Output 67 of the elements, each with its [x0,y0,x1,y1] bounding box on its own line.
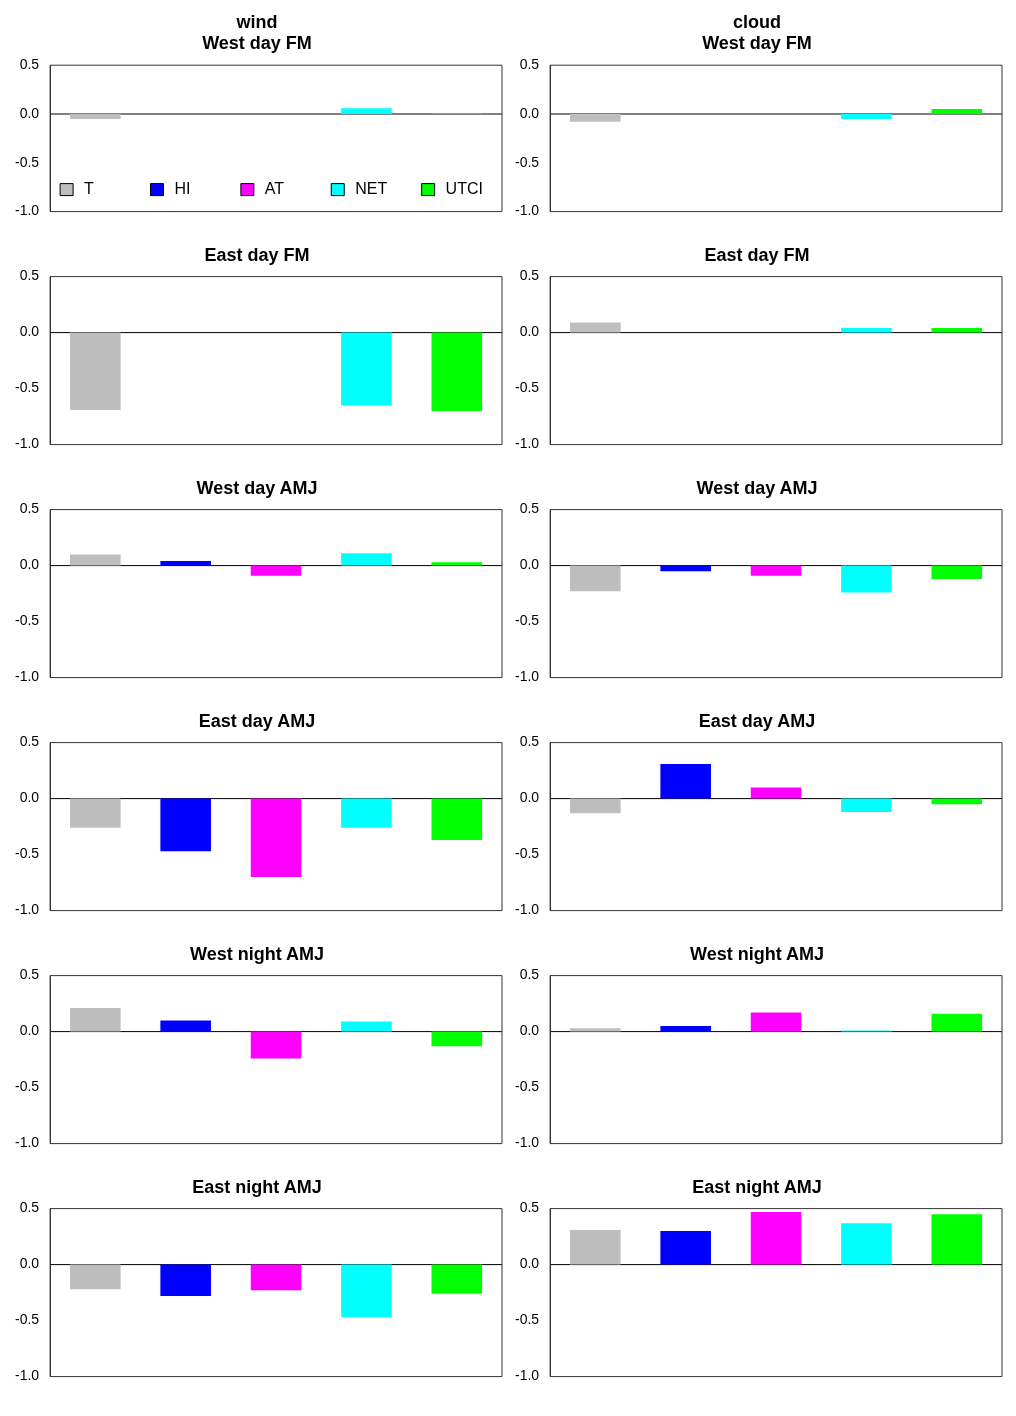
chart-subtitle: West day FM [202,33,312,54]
y-tick-label: -0.5 [515,153,540,170]
y-tick-label: -0.5 [15,379,40,396]
legend-label: HI [174,180,191,198]
chart-title: West night AMJ [190,943,324,964]
y-tick-label: -1.0 [15,901,40,918]
y-tick-label: -1.0 [515,901,540,918]
y-tick-label: 0.5 [19,733,40,750]
y-tick-label: -0.5 [15,845,40,862]
chart-subtitle: West day FM [702,33,812,54]
chart-title: East night AMJ [192,1176,322,1197]
y-tick-label: 0.5 [19,56,40,73]
y-tick-label: 0.0 [519,1255,540,1272]
y-tick-label: 0.5 [19,1199,40,1216]
y-tick-label: -0.5 [15,1311,40,1328]
y-tick-label: 0.0 [519,104,540,121]
chart-title: West day AMJ [696,477,818,498]
y-tick-label: 0.0 [19,1255,40,1272]
y-tick-label: -0.5 [515,612,540,629]
y-tick-label: 0.0 [519,323,540,340]
legend-label: T [84,180,95,198]
y-tick-label: 0.0 [19,789,40,806]
y-tick-label: -0.5 [515,845,540,862]
y-tick-label: 0.0 [19,323,40,340]
y-tick-label: 0.5 [519,500,540,517]
y-tick-label: -1.0 [15,1367,40,1384]
y-tick-label: 0.0 [19,104,40,121]
legend-label: NET [355,180,388,198]
y-tick-label: -0.5 [15,612,40,629]
y-tick-label: 0.5 [19,267,40,284]
y-tick-label: 0.5 [19,966,40,983]
y-tick-label: -0.5 [515,379,540,396]
y-tick-label: -1.0 [15,202,40,219]
y-tick-label: -0.5 [515,1078,540,1095]
chart-title: cloud [733,11,781,32]
y-tick-label: -1.0 [515,435,540,452]
y-tick-label: 0.0 [519,1022,540,1039]
y-tick-label: -0.5 [15,153,40,170]
y-tick-label: -1.0 [15,1134,40,1151]
y-tick-label: -1.0 [515,1367,540,1384]
chart-title: East night AMJ [692,1176,822,1197]
y-tick-label: 0.0 [519,789,540,806]
y-tick-label: -1.0 [515,1134,540,1151]
y-tick-label: -1.0 [15,435,40,452]
chart-title: West day AMJ [196,477,318,498]
y-tick-label: 0.0 [519,556,540,573]
y-tick-label: 0.0 [19,1022,40,1039]
legend-label: UTCI [445,180,483,198]
chart-title: wind [235,11,278,32]
chart-title: West night AMJ [690,943,824,964]
y-tick-label: 0.5 [519,966,540,983]
y-tick-label: -1.0 [515,202,540,219]
y-tick-label: 0.5 [19,500,40,517]
y-tick-label: -1.0 [515,668,540,685]
chart-title: East day FM [204,244,310,265]
y-tick-label: 0.5 [519,267,540,284]
y-tick-label: 0.5 [519,1199,540,1216]
y-tick-label: -1.0 [15,668,40,685]
y-tick-label: 0.5 [519,56,540,73]
y-tick-label: -0.5 [15,1078,40,1095]
chart-title: East day AMJ [698,710,816,731]
chart-title: East day AMJ [198,710,316,731]
legend-label: AT [264,180,285,198]
y-tick-label: -0.5 [515,1311,540,1328]
y-tick-label: 0.5 [519,733,540,750]
chart-title: East day FM [704,244,810,265]
y-tick-label: 0.0 [19,556,40,573]
